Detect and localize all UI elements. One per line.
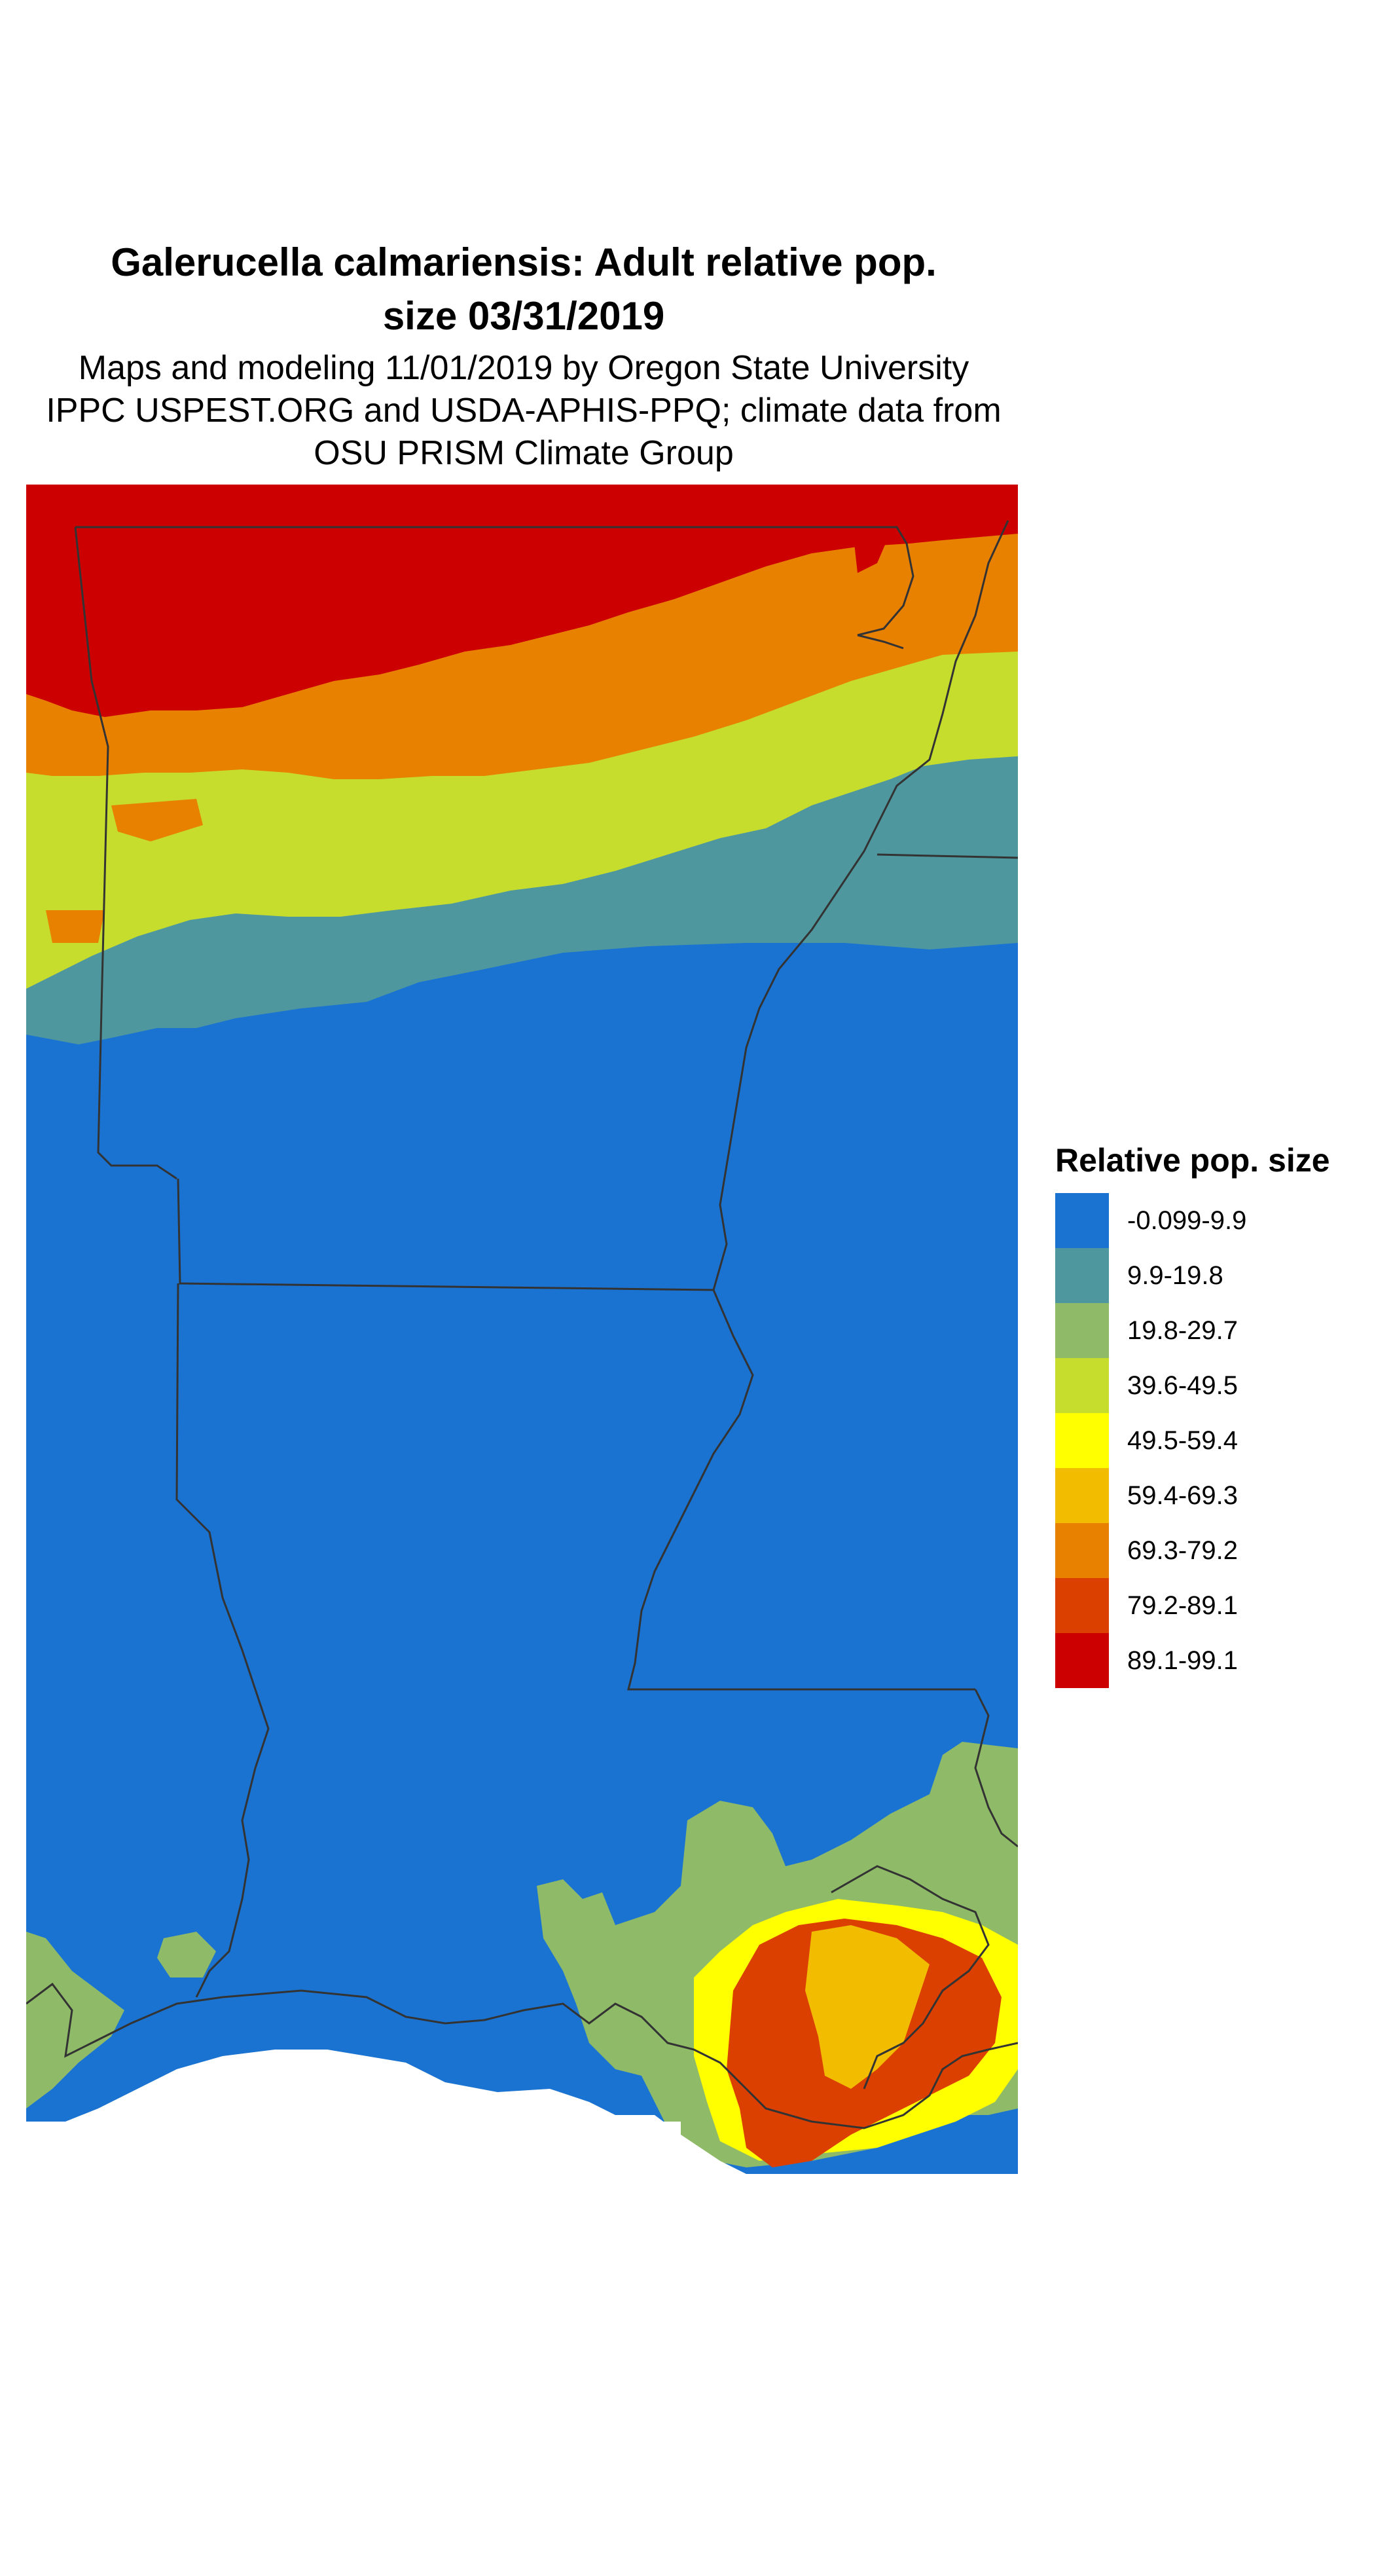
border-east-river bbox=[627, 520, 1009, 1691]
border-top-edge bbox=[857, 634, 904, 650]
region-class-9-patch bbox=[854, 540, 887, 573]
subtitle-line-2: IPPC USPEST.ORG and USDA-APHIS-PPQ; clim… bbox=[46, 392, 1002, 430]
region-class-2-island bbox=[157, 1932, 216, 1978]
legend-label: 69.3-79.2 bbox=[1127, 1536, 1238, 1565]
legend-swatch bbox=[1055, 1248, 1109, 1303]
legend: Relative pop. size -0.099-9.9 9.9-19.8 1… bbox=[1055, 1139, 1369, 1688]
border-la-west bbox=[175, 1283, 270, 1998]
border-la-north bbox=[177, 1178, 714, 1291]
region-class-6-gold bbox=[805, 1925, 930, 2089]
legend-title: Relative pop. size bbox=[1055, 1142, 1330, 1179]
subtitle-line-3: OSU PRISM Climate Group bbox=[314, 434, 734, 472]
border-north bbox=[75, 526, 914, 636]
border-east-mid bbox=[877, 853, 1018, 859]
legend-item: 89.1-99.1 bbox=[1055, 1633, 1369, 1688]
legend-label: 39.6-49.5 bbox=[1127, 1371, 1238, 1400]
title-line-2: size 03/31/2019 bbox=[382, 294, 665, 338]
region-class-9-band bbox=[26, 485, 1018, 717]
legend-label: -0.099-9.9 bbox=[1127, 1205, 1247, 1235]
region-class-2-west bbox=[26, 1932, 124, 2108]
legend-swatch bbox=[1055, 1633, 1109, 1688]
legend-item: 39.6-49.5 bbox=[1055, 1358, 1369, 1413]
legend-item: 49.5-59.4 bbox=[1055, 1413, 1369, 1468]
population-map bbox=[26, 485, 1018, 2174]
legend-item: 19.8-29.7 bbox=[1055, 1303, 1369, 1358]
map-canvas bbox=[26, 485, 1018, 2174]
legend-swatch bbox=[1055, 1193, 1109, 1248]
state-borders bbox=[26, 520, 1018, 2129]
legend-label: 89.1-99.1 bbox=[1127, 1646, 1238, 1675]
subtitle-line-1: Maps and modeling 11/01/2019 by Oregon S… bbox=[78, 349, 969, 387]
legend-item: -0.099-9.9 bbox=[1055, 1193, 1369, 1248]
legend-swatch bbox=[1055, 1358, 1109, 1413]
legend-swatch bbox=[1055, 1413, 1109, 1468]
legend-item: 9.9-19.8 bbox=[1055, 1248, 1369, 1303]
legend-label: 9.9-19.8 bbox=[1127, 1260, 1223, 1290]
region-class-7-patch bbox=[111, 799, 203, 841]
legend-item: 69.3-79.2 bbox=[1055, 1523, 1369, 1578]
border-delta-outline bbox=[831, 1865, 990, 2089]
legend-items: -0.099-9.9 9.9-19.8 19.8-29.7 39.6-49.5 … bbox=[1055, 1193, 1369, 1688]
legend-item: 59.4-69.3 bbox=[1055, 1468, 1369, 1523]
legend-swatch bbox=[1055, 1303, 1109, 1358]
map-subtitle: Maps and modeling 11/01/2019 by Oregon S… bbox=[0, 347, 1047, 475]
title-line-1: Galerucella calmariensis: Adult relative… bbox=[111, 240, 937, 284]
legend-swatch bbox=[1055, 1523, 1109, 1578]
border-la-east-river bbox=[974, 1689, 1018, 1848]
legend-label: 49.5-59.4 bbox=[1127, 1426, 1238, 1455]
legend-label: 59.4-69.3 bbox=[1127, 1481, 1238, 1510]
legend-label: 79.2-89.1 bbox=[1127, 1591, 1238, 1620]
legend-label: 19.8-29.7 bbox=[1127, 1316, 1238, 1345]
region-class-7-patch-2 bbox=[46, 910, 105, 943]
border-la-coast bbox=[26, 1982, 1018, 2129]
legend-swatch bbox=[1055, 1578, 1109, 1633]
gulf-bottom bbox=[26, 2122, 681, 2174]
border-west-texas bbox=[74, 526, 177, 1180]
legend-swatch bbox=[1055, 1468, 1109, 1523]
map-title: Galerucella calmariensis: Adult relative… bbox=[0, 236, 1047, 343]
legend-item: 79.2-89.1 bbox=[1055, 1578, 1369, 1633]
